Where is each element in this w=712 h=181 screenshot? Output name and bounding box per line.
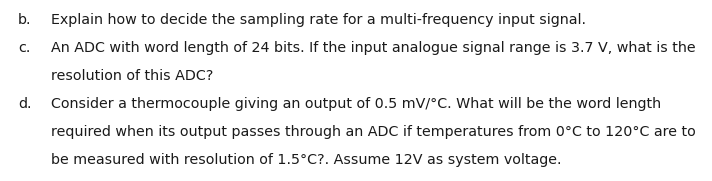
Text: b.: b. xyxy=(18,13,31,27)
Text: An ADC with word length of 24 bits. If the input analogue signal range is 3.7 V,: An ADC with word length of 24 bits. If t… xyxy=(51,41,696,55)
Text: Consider a thermocouple giving an output of 0.5 mV/°C. What will be the word len: Consider a thermocouple giving an output… xyxy=(51,97,661,111)
Text: d.: d. xyxy=(18,97,31,111)
Text: required when its output passes through an ADC if temperatures from 0°C to 120°C: required when its output passes through … xyxy=(51,125,696,139)
Text: c.: c. xyxy=(18,41,30,55)
Text: Explain how to decide the sampling rate for a multi-frequency input signal.: Explain how to decide the sampling rate … xyxy=(51,13,586,27)
Text: resolution of this ADC?: resolution of this ADC? xyxy=(51,69,214,83)
Text: be measured with resolution of 1.5°C?. Assume 12V as system voltage.: be measured with resolution of 1.5°C?. A… xyxy=(51,153,562,167)
